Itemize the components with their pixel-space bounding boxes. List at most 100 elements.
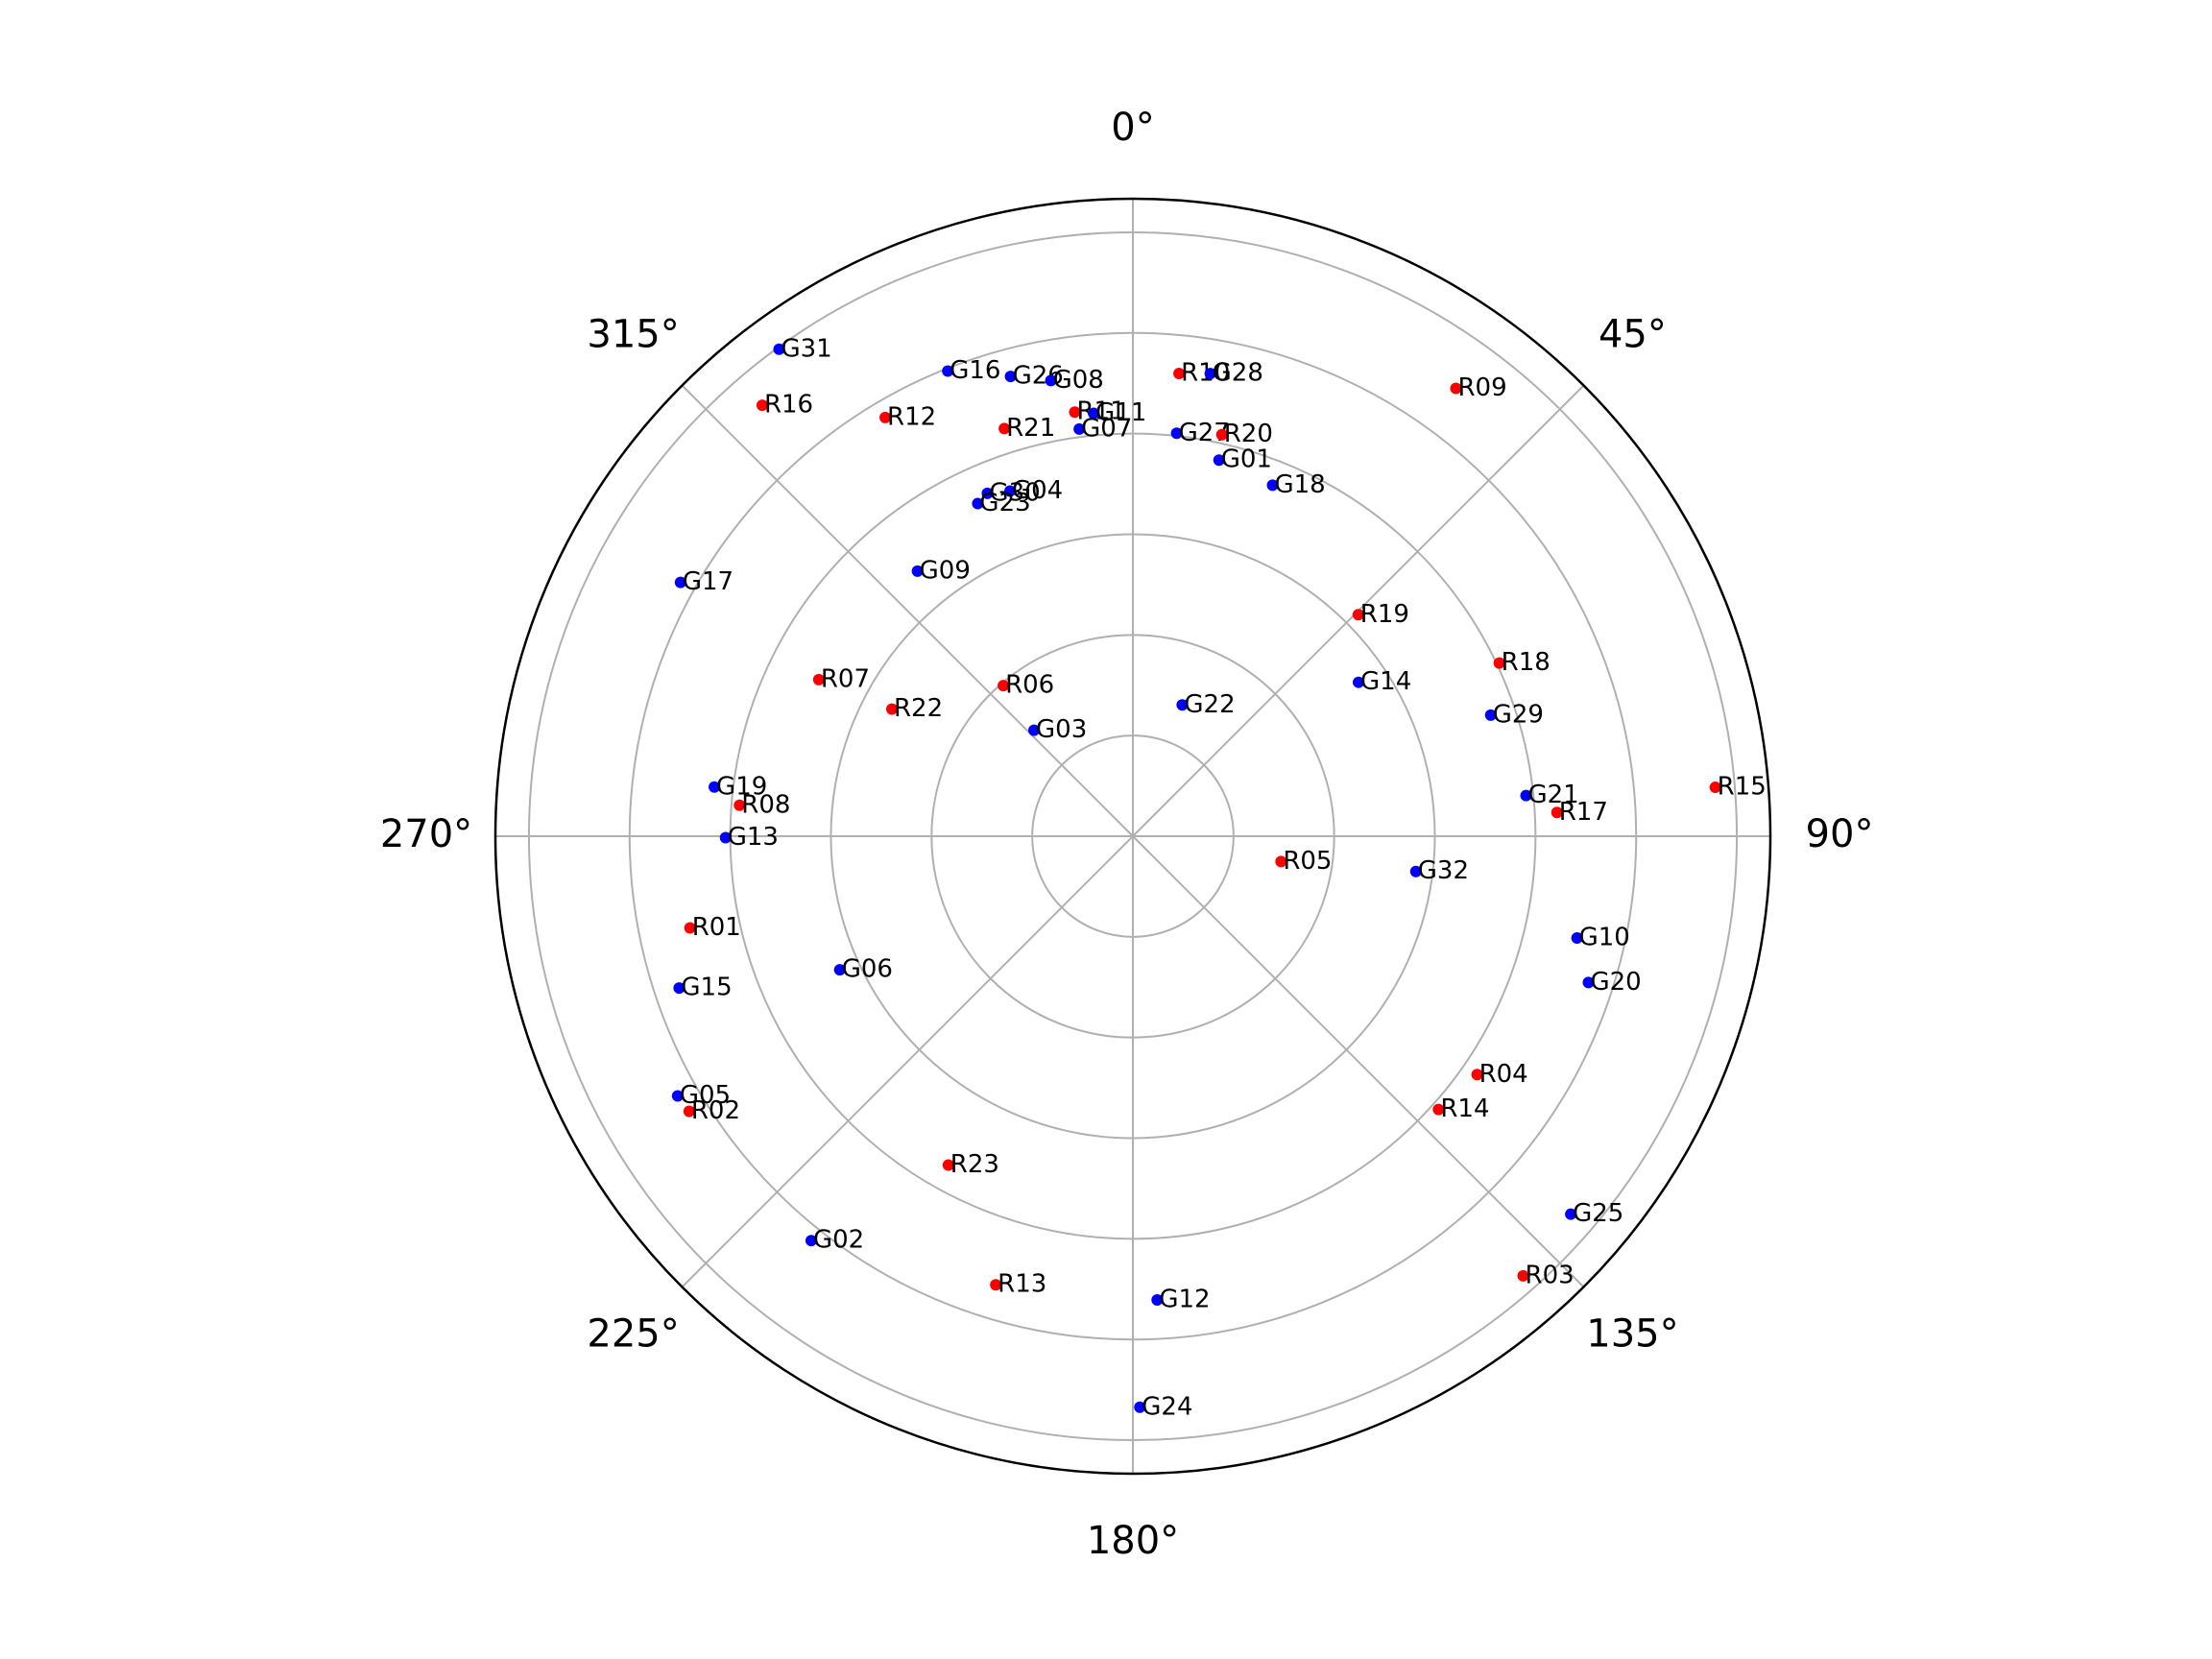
satellite-label: R14 xyxy=(1440,1094,1489,1123)
satellite-point xyxy=(1450,382,1462,395)
satellite-point xyxy=(1073,422,1086,435)
satellite-label: G13 xyxy=(728,823,779,852)
satellite-point xyxy=(998,680,1010,692)
satellite-label: R03 xyxy=(1526,1261,1575,1289)
satellite-point xyxy=(1493,657,1505,669)
satellite-point xyxy=(998,422,1011,435)
satellite-point xyxy=(1045,374,1057,387)
satellite-point xyxy=(673,982,685,995)
satellite-label: G26 xyxy=(1013,362,1064,391)
satellite-label: R02 xyxy=(691,1096,740,1125)
satellite-point xyxy=(1551,806,1563,819)
satellite-point xyxy=(1215,428,1228,441)
satellite-point xyxy=(879,411,892,423)
satellite-label: G09 xyxy=(920,556,971,585)
satellite-point xyxy=(719,831,732,844)
satellite-label: R12 xyxy=(887,402,936,431)
satellite-point xyxy=(1266,479,1279,492)
satellite-point xyxy=(1471,1069,1483,1081)
satellite-label: G14 xyxy=(1360,667,1411,696)
satellite-label: G10 xyxy=(1579,923,1630,951)
satellite-label: R05 xyxy=(1283,847,1332,876)
satellite-label: G31 xyxy=(781,334,831,363)
satellite-point xyxy=(1173,368,1186,380)
satellite-label: R11 xyxy=(1076,397,1125,426)
theta-tick-label: 225° xyxy=(587,1311,679,1356)
satellite-label: G21 xyxy=(1527,781,1578,809)
satellite-point xyxy=(1353,676,1365,688)
satellite-label: G12 xyxy=(1159,1286,1210,1314)
satellite-label: R16 xyxy=(764,391,813,420)
satellite-point xyxy=(1352,609,1364,621)
satellite-label: G08 xyxy=(1053,366,1104,395)
satellite-point xyxy=(972,497,984,510)
satellite-label: G16 xyxy=(950,356,1000,385)
satellite-label: G15 xyxy=(681,974,732,1002)
satellite-point xyxy=(1088,407,1100,420)
satellite-point xyxy=(1069,406,1081,419)
theta-tick-label: 135° xyxy=(1586,1311,1678,1356)
satellite-point xyxy=(1204,368,1216,380)
theta-tick-label: 45° xyxy=(1599,313,1667,357)
satellite-point xyxy=(756,399,768,412)
satellite-label: G29 xyxy=(1493,700,1544,729)
satellite-point xyxy=(805,1235,817,1247)
grid-spoke xyxy=(681,384,1134,837)
theta-tick-label: 0° xyxy=(1111,106,1154,150)
satellite-label: G07 xyxy=(1081,414,1132,443)
satellite-label: G17 xyxy=(683,567,733,596)
satellite-point xyxy=(1275,855,1287,868)
satellite-label: G11 xyxy=(1095,398,1146,427)
satellite-point xyxy=(1432,1103,1445,1116)
satellite-label: R04 xyxy=(1479,1060,1528,1089)
satellite-point xyxy=(684,922,696,934)
satellite-label: G32 xyxy=(1418,856,1469,885)
satellite-label: G01 xyxy=(1221,445,1272,474)
satellite-point xyxy=(812,673,825,685)
satellite-point xyxy=(942,365,954,377)
satellite-point xyxy=(1582,976,1595,989)
satellite-label: R13 xyxy=(998,1270,1046,1299)
satellite-label: R08 xyxy=(741,790,790,819)
satellite-label: G22 xyxy=(1184,690,1235,719)
satellite-point xyxy=(773,343,785,355)
theta-tick-label: 90° xyxy=(1806,812,1874,856)
satellite-label: R07 xyxy=(821,664,870,693)
satellite-label: R21 xyxy=(1006,414,1055,443)
satellite-label: G05 xyxy=(680,1081,731,1110)
satellite-label: G24 xyxy=(1142,1392,1192,1421)
satellite-label: G19 xyxy=(716,772,767,801)
satellite-point xyxy=(1409,865,1422,878)
satellite-label: R19 xyxy=(1360,600,1409,629)
satellite-point xyxy=(1517,1269,1529,1282)
satellite-point xyxy=(1484,709,1497,721)
satellite-point xyxy=(885,703,898,715)
satellite-point xyxy=(1176,699,1189,711)
satellite-label: R18 xyxy=(1502,648,1551,677)
satellite-label: G18 xyxy=(1274,470,1325,499)
theta-tick-label: 315° xyxy=(587,313,679,357)
satellite-point xyxy=(1520,789,1532,802)
satellite-point xyxy=(1004,371,1017,383)
satellite-label: G03 xyxy=(1036,715,1087,744)
grid-spoke xyxy=(1132,835,1585,1288)
satellite-point xyxy=(990,1279,1002,1291)
satellite-point xyxy=(1571,931,1583,944)
satellite-point xyxy=(833,964,846,976)
satellite-point xyxy=(671,1090,684,1102)
satellite-point xyxy=(1028,724,1041,736)
polar-frame xyxy=(493,197,1772,1476)
satellite-label: R09 xyxy=(1457,373,1506,402)
satellite-point xyxy=(911,565,924,577)
satellite-label: G25 xyxy=(1573,1199,1623,1228)
satellite-point xyxy=(683,1105,695,1118)
satellite-point xyxy=(981,487,994,499)
satellite-point xyxy=(1709,781,1721,794)
satellite-label: R23 xyxy=(950,1150,999,1179)
satellite-label: R15 xyxy=(1718,773,1767,802)
theta-tick-label: 180° xyxy=(1087,1519,1179,1563)
satellite-point xyxy=(674,576,686,589)
satellite-label: R06 xyxy=(1005,671,1054,700)
